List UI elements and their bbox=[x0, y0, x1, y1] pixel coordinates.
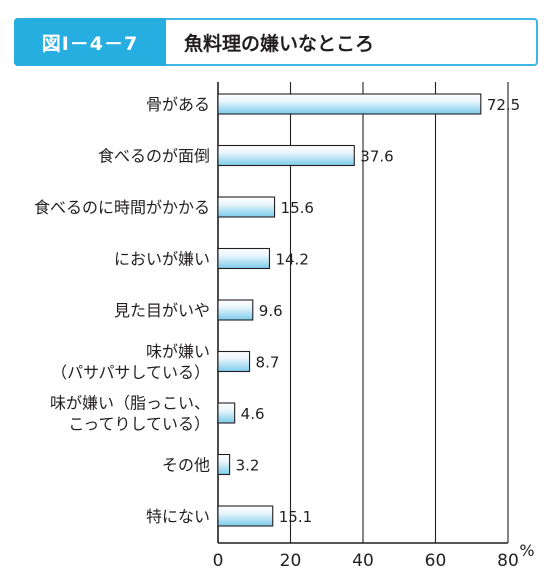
bar bbox=[217, 350, 251, 373]
bar bbox=[217, 505, 274, 527]
bar bbox=[217, 299, 254, 321]
category-label: 味が嫌い（脂っこい、 bbox=[50, 394, 210, 413]
value-label: 15.1 bbox=[279, 508, 312, 526]
x-tick-label: 60 bbox=[425, 551, 447, 571]
bar bbox=[217, 93, 482, 115]
value-label: 37.6 bbox=[360, 148, 393, 166]
x-tick-label: 20 bbox=[280, 551, 302, 571]
category-label: 骨がある bbox=[146, 95, 210, 114]
category-label: 食べるのが面倒 bbox=[98, 147, 210, 166]
unit-label: % bbox=[519, 541, 534, 560]
bar bbox=[217, 453, 231, 476]
bar bbox=[217, 402, 236, 424]
value-label: 9.6 bbox=[259, 302, 283, 320]
value-label: 72.5 bbox=[487, 96, 520, 114]
figure-title: 魚料理の嫌いなところ bbox=[184, 32, 375, 55]
bar bbox=[217, 144, 355, 167]
figure-number-label: 図Ⅰ－4－7 bbox=[14, 18, 166, 66]
value-label: 4.6 bbox=[241, 405, 265, 423]
bar bbox=[217, 196, 276, 218]
value-label: 14.2 bbox=[275, 251, 308, 269]
category-label: こってりしている） bbox=[68, 415, 210, 434]
value-label: 3.2 bbox=[236, 457, 260, 475]
x-tick-label: 40 bbox=[352, 551, 374, 571]
category-label: （パサパサしている） bbox=[51, 363, 210, 382]
bars bbox=[217, 93, 482, 527]
category-label: 特にない bbox=[146, 507, 210, 526]
x-tick-label: 0 bbox=[213, 551, 224, 571]
category-label: 味が嫌い bbox=[146, 342, 210, 361]
category-label: においが嫌い bbox=[114, 250, 210, 269]
value-label: 8.7 bbox=[256, 354, 280, 372]
category-label: 見た目がいや bbox=[114, 301, 210, 320]
value-label: 15.6 bbox=[281, 199, 314, 217]
category-label: 食べるのに時間がかかる bbox=[34, 198, 210, 217]
category-label: その他 bbox=[162, 456, 210, 475]
labels: 0 20 40 60 80% 72.5 骨がある 37.6 食べるのが面倒 15.6 食べるのに時間… bbox=[34, 95, 535, 571]
figure-header: 図Ⅰ－4－7 魚料理の嫌いなところ bbox=[14, 18, 538, 66]
x-tick-label: 80 bbox=[497, 551, 519, 571]
bar bbox=[217, 247, 271, 270]
